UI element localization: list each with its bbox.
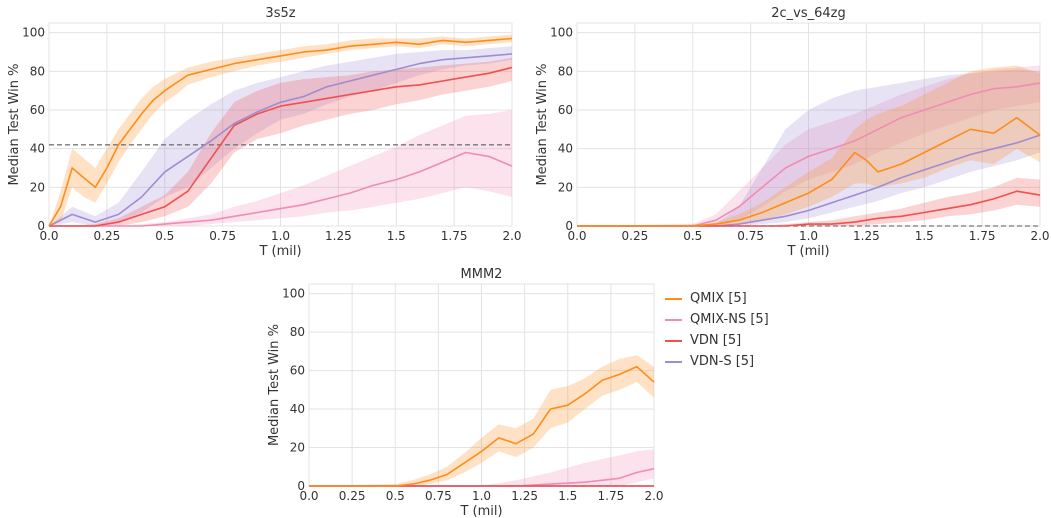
y-tick-label: 80 — [290, 325, 305, 339]
chart-title: 3s5z — [265, 6, 295, 21]
series-line — [577, 134, 1041, 227]
y-axis-label: Median Test Win % — [7, 63, 22, 185]
legend-item-qmix: QMIX [5] — [665, 288, 769, 309]
series-band — [49, 110, 512, 226]
y-tick-label: 100 — [22, 26, 45, 40]
series-line — [48, 53, 513, 227]
x-tick-label: 1.25 — [853, 229, 880, 243]
x-tick-label: 0.25 — [339, 489, 366, 503]
x-tick-label: 0.0 — [567, 229, 586, 243]
x-tick-label: 0.25 — [94, 229, 121, 243]
x-tick-label: 0.5 — [683, 229, 702, 243]
y-tick-label: 60 — [290, 364, 305, 378]
series-band — [577, 65, 1040, 226]
x-tick-label: 0.5 — [386, 489, 405, 503]
legend: QMIX [5] QMIX-NS [5] VDN [5] VDN-S [5] — [665, 288, 769, 372]
chart-panel-3: 0.0 0.25 0.5 0.75 1.0 1.25 1.5 1.75 2.0 0 20 40 60 80… — [267, 267, 664, 518]
y-tick-label: 80 — [558, 64, 573, 78]
legend-swatch-vdn-s — [665, 360, 682, 363]
y-tick-label: 100 — [282, 287, 305, 301]
series-line — [577, 82, 1041, 227]
legend-swatch-vdn — [665, 339, 682, 342]
legend-item-vdn-s: VDN-S [5] — [665, 351, 769, 372]
y-tick-label: 20 — [290, 441, 305, 455]
series-band — [309, 449, 654, 486]
series-band — [49, 57, 512, 226]
series-band — [577, 177, 1040, 226]
x-axis-label: T (mil) — [459, 504, 502, 518]
x-tick-label: 1.25 — [511, 489, 538, 503]
y-tick-label: 0 — [297, 479, 305, 493]
series-band — [309, 355, 654, 486]
x-tick-label: 0.75 — [737, 229, 764, 243]
series-line — [577, 190, 1041, 227]
y-tick-label: 80 — [30, 64, 45, 78]
y-tick-label: 60 — [558, 103, 573, 117]
chart-panel-2: 0.0 0.25 0.5 0.75 1.0 1.25 1.5 1.75 2.0 0 20 40 60 80… — [535, 6, 1050, 259]
legend-item-qmix-ns: QMIX-NS [5] — [665, 309, 769, 330]
x-tick-label: 2.0 — [502, 229, 521, 243]
legend-label: VDN-S [5] — [690, 354, 755, 369]
series-line — [48, 37, 513, 227]
chart-title: MMM2 — [461, 267, 503, 282]
series-band — [49, 46, 512, 227]
series-band — [577, 69, 1040, 227]
x-axis-label: T (mil) — [786, 244, 829, 259]
x-tick-label: 1.0 — [799, 229, 818, 243]
y-tick-label: 20 — [30, 180, 45, 194]
x-tick-label: 1.5 — [387, 229, 406, 243]
y-tick-label: 0 — [37, 219, 45, 233]
series-line — [577, 116, 1041, 227]
x-tick-label: 0.75 — [425, 489, 452, 503]
legend-item-vdn: VDN [5] — [665, 330, 769, 351]
x-tick-label: 1.25 — [325, 229, 352, 243]
y-tick-label: 100 — [550, 26, 573, 40]
x-tick-label: 0.0 — [299, 489, 318, 503]
x-tick-label: 2.0 — [1030, 229, 1049, 243]
series-band — [49, 34, 512, 226]
y-tick-label: 0 — [565, 219, 573, 233]
y-tick-label: 40 — [30, 142, 45, 156]
legend-label: QMIX-NS [5] — [690, 312, 769, 327]
x-tick-label: 0.5 — [155, 229, 174, 243]
x-tick-label: 1.75 — [969, 229, 996, 243]
series-band — [577, 65, 1040, 226]
x-tick-label: 1.75 — [598, 489, 625, 503]
x-tick-label: 0.0 — [39, 229, 58, 243]
x-tick-label: 0.75 — [209, 229, 236, 243]
chart-title: 2c_vs_64zg — [771, 6, 846, 21]
x-axis-label: T (mil) — [258, 244, 301, 259]
y-tick-label: 40 — [290, 402, 305, 416]
legend-swatch-qmix — [665, 297, 682, 300]
x-tick-label: 2.0 — [644, 489, 663, 503]
series-line — [309, 365, 655, 487]
legend-label: QMIX [5] — [690, 291, 747, 306]
x-tick-label: 1.0 — [472, 489, 491, 503]
y-axis-label: Median Test Win % — [267, 324, 282, 446]
legend-swatch-qmix-ns — [665, 318, 682, 321]
x-tick-label: 1.75 — [441, 229, 468, 243]
y-tick-label: 40 — [558, 142, 573, 156]
x-tick-label: 1.0 — [271, 229, 290, 243]
series-line — [49, 66, 513, 227]
y-tick-label: 20 — [558, 180, 573, 194]
legend-label: VDN [5] — [690, 333, 742, 348]
y-tick-label: 60 — [30, 103, 45, 117]
y-axis-label: Median Test Win % — [535, 63, 550, 185]
x-tick-label: 1.5 — [915, 229, 934, 243]
x-tick-label: 1.5 — [558, 489, 577, 503]
series-line — [49, 151, 513, 227]
x-tick-label: 0.25 — [622, 229, 649, 243]
chart-panel-1: 0.0 0.25 0.5 0.75 1.0 1.25 1.5 1.75 2.0 0 20 40 60 80… — [7, 6, 522, 259]
